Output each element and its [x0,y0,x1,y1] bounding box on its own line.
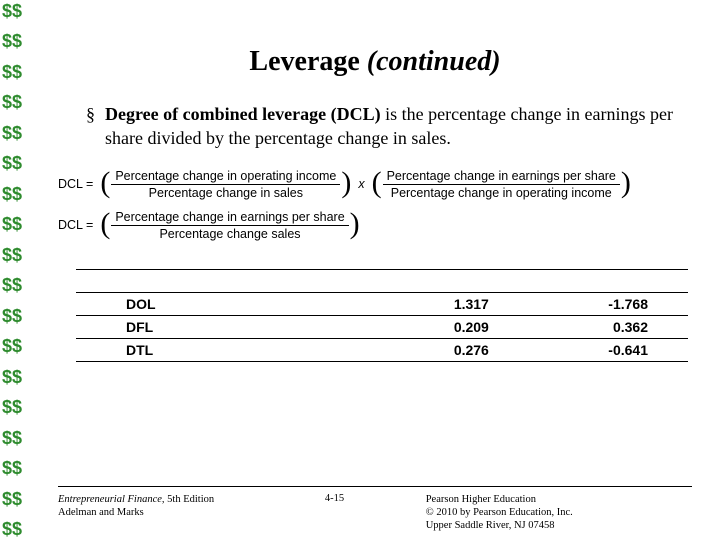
footer-right: Pearson Higher Education © 2010 by Pears… [386,493,692,532]
formulas: DCL = ( Percentage change in operating i… [58,169,692,251]
footer-authors: Adelman and Marks [58,507,144,518]
slide-content: Leverage (continued) § Degree of combine… [36,0,720,540]
dollar-sidebar: $$ $$ $$ $$ $$ $$ $$ $$ $$ $$ $$ $$ $$ $$ $$ $$ $$ $$ [0,0,36,540]
table-cell-value: 1.317 [370,292,529,315]
table-cell-label: DTL [76,338,370,361]
dollar-glyph: $$ [0,124,36,142]
dollar-glyph: $$ [0,215,36,233]
dollar-glyph: $$ [0,32,36,50]
footer-pub3: Upper Saddle River, NJ 07458 [426,520,555,531]
dollar-glyph: $$ [0,276,36,294]
table-cell-value: -1.768 [529,292,688,315]
footer-pub2: © 2010 by Pearson Education, Inc. [426,507,573,518]
footer-left: Entrepreneurial Finance, 5th Edition Ade… [58,493,283,519]
mult-sign: x [358,177,364,191]
dollar-glyph: $$ [0,429,36,447]
dollar-glyph: $$ [0,63,36,81]
dollar-glyph: $$ [0,337,36,355]
formula-1-frac-2: Percentage change in earnings per share … [383,169,620,200]
dollar-glyph: $$ [0,246,36,264]
dollar-glyph: $$ [0,2,36,20]
dollar-glyph: $$ [0,520,36,538]
formula-2-lhs: DCL = [58,218,93,232]
title-continued: (continued) [367,46,501,77]
table-cell-value: 0.276 [370,338,529,361]
formula-2-frac: Percentage change in earnings per share … [111,210,348,241]
table-row: DTL0.276-0.641 [76,338,688,361]
paren-open-2: ( [371,168,383,198]
dollar-glyph: $$ [0,154,36,172]
dollar-glyph: $$ [0,307,36,325]
bullet-marker: § [86,102,95,126]
page-title: Leverage (continued) [58,46,692,78]
dollar-glyph: $$ [0,368,36,386]
slide: $$ $$ $$ $$ $$ $$ $$ $$ $$ $$ $$ $$ $$ $$ $$ $$ $$ $$ Lev… [0,0,720,540]
table-row: DOL1.317-1.768 [76,292,688,315]
table-cell-label: DFL [76,315,370,338]
formula-2: DCL = ( Percentage change in earnings pe… [58,210,688,241]
footer-pagenum: 4-15 [283,493,385,504]
formula-1-frac-1: Percentage change in operating income Pe… [111,169,340,200]
table-cell-value: 0.209 [370,315,529,338]
footer-book: Entrepreneurial Finance, [58,494,165,505]
footer-pub1: Pearson Higher Education [426,494,536,505]
paren-close: ) [340,168,352,198]
footer-edition: 5th Edition [165,494,215,505]
paren-close-3: ) [349,209,361,239]
slide-footer: Entrepreneurial Finance, 5th Edition Ade… [58,486,692,532]
title-main: Leverage [249,46,359,77]
formula-1: DCL = ( Percentage change in operating i… [58,169,688,200]
table-row: DFL0.2090.362 [76,315,688,338]
paren-open-3: ( [99,209,111,239]
table-row [76,269,688,292]
dollar-glyph: $$ [0,185,36,203]
table-cell-value: 0.362 [529,315,688,338]
table-cell-label: DOL [76,292,370,315]
paren-close-2: ) [620,168,632,198]
dollar-glyph: $$ [0,459,36,477]
dollar-glyph: $$ [0,490,36,508]
paren-open: ( [99,168,111,198]
leverage-table: DOL1.317-1.768DFL0.2090.362DTL0.276-0.64… [76,269,688,362]
formula-1-lhs: DCL = [58,177,93,191]
table-cell-value: -0.641 [529,338,688,361]
bullet-text: Degree of combined leverage (DCL) is the… [105,102,680,151]
dollar-glyph: $$ [0,398,36,416]
bullet-block: § Degree of combined leverage (DCL) is t… [58,102,692,151]
dollar-glyph: $$ [0,93,36,111]
bullet-term: Degree of combined leverage (DCL) [105,104,381,124]
leverage-table-wrap: DOL1.317-1.768DFL0.2090.362DTL0.276-0.64… [58,269,692,362]
